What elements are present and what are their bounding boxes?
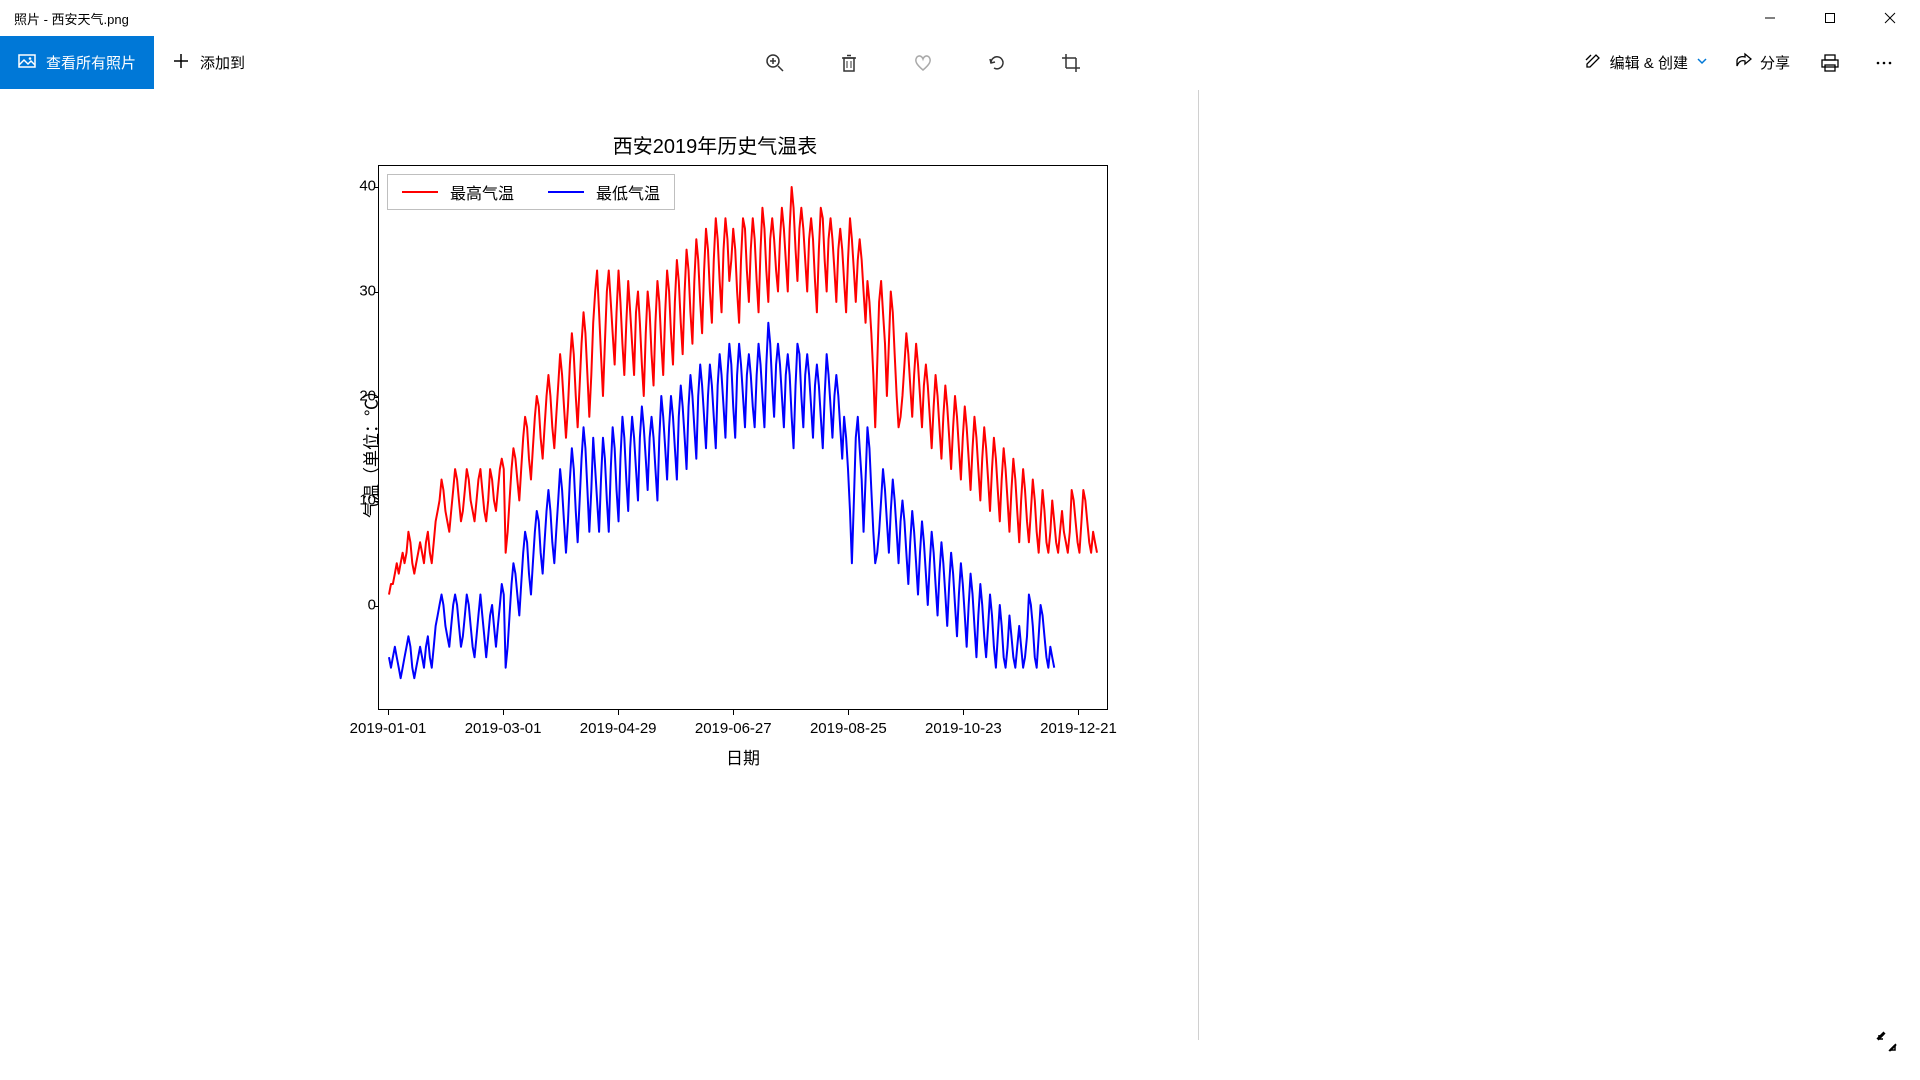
zoom-button[interactable] (761, 49, 789, 77)
chart-image: 西安2019年历史气温表 气温（单位：℃） 010203040 最高气温 最低气… (300, 130, 1130, 769)
more-button[interactable] (1870, 49, 1898, 77)
panel-divider (1198, 90, 1199, 1040)
toolbar: 查看所有照片 添加到 编辑 & 创建 (0, 36, 1920, 90)
close-button[interactable] (1860, 0, 1920, 36)
view-all-photos-button[interactable]: 查看所有照片 (0, 36, 154, 89)
edit-icon (1584, 52, 1602, 74)
resize-handle[interactable] (1876, 1031, 1898, 1058)
window-title: 照片 - 西安天气.png (14, 9, 129, 28)
rotate-button[interactable] (983, 49, 1011, 77)
chart-plot-area: 最高气温 最低气温 (378, 165, 1108, 710)
chart-xlabel: 日期 (378, 744, 1108, 769)
edit-create-label: 编辑 & 创建 (1610, 52, 1688, 73)
legend-item-low: 最低气温 (548, 180, 660, 204)
minimize-button[interactable] (1740, 0, 1800, 36)
crop-button[interactable] (1057, 49, 1085, 77)
add-to-button[interactable]: 添加到 (154, 36, 263, 89)
titlebar: 照片 - 西安天气.png (0, 0, 1920, 36)
chart-y-ticks: 010203040 (340, 165, 376, 710)
share-icon (1734, 52, 1752, 74)
chart-title: 西安2019年历史气温表 (300, 130, 1130, 159)
share-button[interactable]: 分享 (1734, 52, 1790, 74)
favorite-button[interactable] (909, 49, 937, 77)
print-button[interactable] (1816, 49, 1844, 77)
delete-button[interactable] (835, 49, 863, 77)
chart-legend: 最高气温 最低气温 (387, 174, 675, 210)
chart-lines (379, 166, 1107, 710)
add-to-label: 添加到 (200, 52, 245, 73)
legend-swatch-high (402, 191, 438, 194)
photos-icon (18, 52, 36, 74)
share-label: 分享 (1760, 52, 1790, 73)
edit-create-button[interactable]: 编辑 & 创建 (1584, 52, 1708, 74)
legend-label-low: 最低气温 (596, 180, 660, 204)
view-all-label: 查看所有照片 (46, 52, 136, 73)
legend-item-high: 最高气温 (402, 180, 514, 204)
legend-label-high: 最高气温 (450, 180, 514, 204)
maximize-button[interactable] (1800, 0, 1860, 36)
plus-icon (172, 52, 190, 74)
legend-swatch-low (548, 191, 584, 194)
chevron-down-icon (1696, 54, 1708, 71)
